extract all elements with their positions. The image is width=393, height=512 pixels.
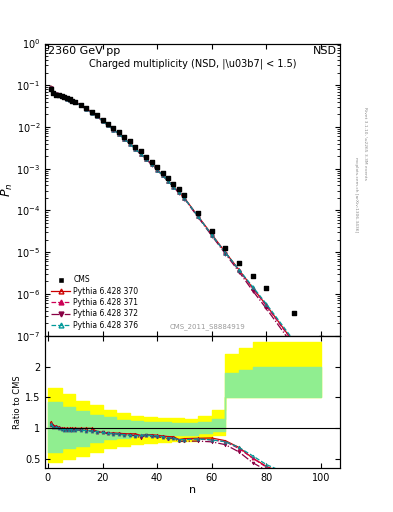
Point: [209, 227, 215, 235]
Point: [105, 120, 111, 128]
Point: [176, 185, 182, 193]
Point: [53, 91, 59, 99]
Point: [110, 124, 117, 132]
Point: [127, 137, 133, 145]
Text: Charged multiplicity (NSD, |\u03b7| < 1.5): Charged multiplicity (NSD, |\u03b7| < 1.…: [89, 58, 296, 69]
Legend: CMS, Pythia 6.428 370, Pythia 6.428 371, Pythia 6.428 372, Pythia 6.428 376: CMS, Pythia 6.428 370, Pythia 6.428 371,…: [49, 273, 141, 332]
Point: [61, 93, 68, 101]
Point: [165, 174, 171, 182]
Point: [99, 116, 106, 124]
Point: [94, 111, 100, 119]
Point: [83, 104, 89, 113]
Point: [290, 309, 297, 317]
Point: [195, 209, 201, 217]
Point: [263, 284, 270, 292]
X-axis label: n: n: [189, 485, 196, 495]
Point: [138, 147, 144, 156]
Point: [56, 91, 62, 99]
Point: [66, 95, 73, 103]
Point: [88, 108, 95, 116]
Text: mcplots.cern.ch [arXiv:1306.3436]: mcplots.cern.ch [arXiv:1306.3436]: [354, 157, 358, 232]
Point: [170, 180, 176, 188]
Point: [77, 101, 84, 109]
Point: [149, 158, 155, 166]
Text: Rivet 3.1.10, \u2265 3.3M events: Rivet 3.1.10, \u2265 3.3M events: [364, 107, 367, 180]
Point: [132, 142, 138, 151]
Point: [116, 128, 122, 136]
Point: [72, 98, 78, 106]
Text: NSD: NSD: [313, 47, 337, 56]
Point: [160, 168, 166, 177]
Text: CMS_2011_S8884919: CMS_2011_S8884919: [169, 323, 245, 330]
Text: 2360 GeV pp: 2360 GeV pp: [48, 47, 120, 56]
Point: [48, 85, 54, 93]
Point: [64, 94, 70, 102]
Point: [143, 153, 149, 161]
Point: [222, 244, 228, 252]
Point: [250, 272, 256, 280]
Y-axis label: $P_n$: $P_n$: [0, 182, 15, 197]
Point: [50, 89, 57, 97]
Point: [59, 92, 65, 100]
Point: [69, 96, 75, 104]
Point: [318, 333, 324, 342]
Point: [154, 163, 160, 172]
Y-axis label: Ratio to CMS: Ratio to CMS: [13, 375, 22, 429]
Point: [121, 133, 127, 141]
Point: [181, 190, 187, 199]
Point: [236, 259, 242, 267]
